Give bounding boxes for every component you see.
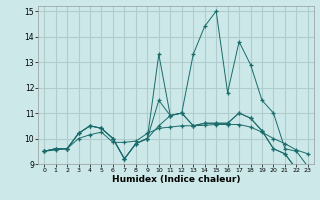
- X-axis label: Humidex (Indice chaleur): Humidex (Indice chaleur): [112, 175, 240, 184]
